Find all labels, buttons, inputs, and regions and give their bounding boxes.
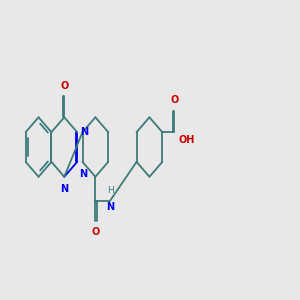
Text: N: N [60,184,68,194]
Text: O: O [60,81,68,91]
Text: OH: OH [178,134,194,145]
Text: O: O [91,227,100,237]
Text: N: N [79,169,87,179]
Text: O: O [170,95,178,105]
Text: H: H [107,186,114,195]
Text: N: N [106,202,114,212]
Text: N: N [80,127,88,136]
